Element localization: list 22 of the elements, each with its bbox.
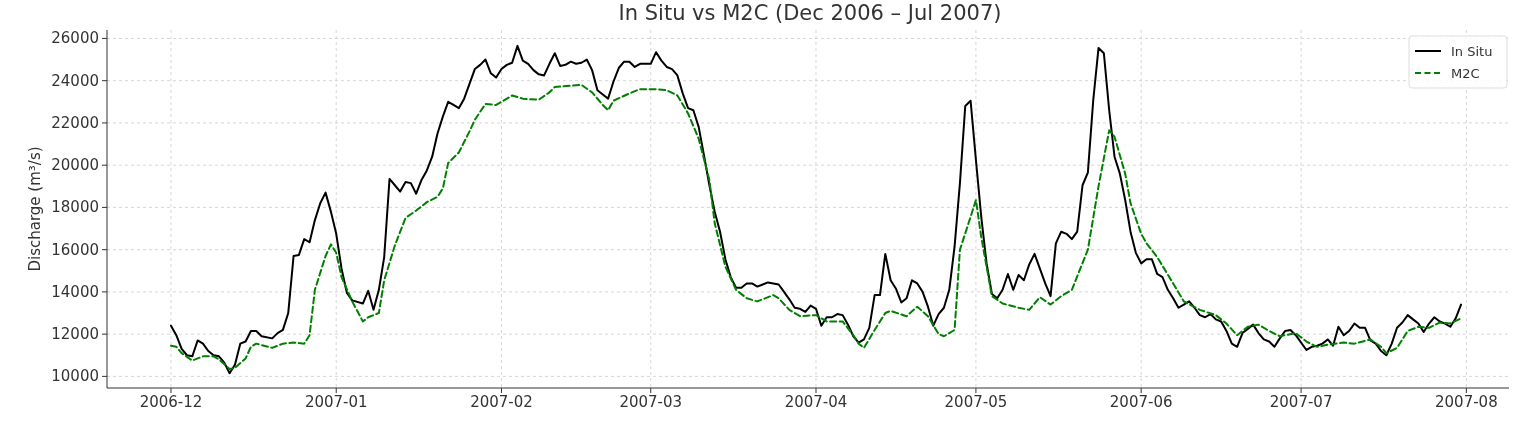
y-tick-label: 10000 xyxy=(51,367,99,386)
legend-label: In Situ xyxy=(1451,44,1493,59)
legend-label: M2C xyxy=(1451,66,1480,81)
y-tick-label: 24000 xyxy=(51,71,99,90)
x-tick-label: 2007-01 xyxy=(304,393,368,411)
y-tick-label: 16000 xyxy=(51,240,99,259)
x-tick-label: 2007-06 xyxy=(1109,393,1173,411)
x-tick-label: 2007-08 xyxy=(1435,393,1498,411)
x-tick-label: 2007-07 xyxy=(1269,393,1333,411)
x-tick-label: 2007-04 xyxy=(784,393,848,411)
x-tick-label: 2006-12 xyxy=(139,393,203,411)
y-tick-label: 18000 xyxy=(51,198,99,217)
x-tick-label: 2007-05 xyxy=(944,393,1008,411)
y-axis-title: Discharge (m³/s) xyxy=(26,146,44,272)
chart-title: In Situ vs M2C (Dec 2006 – Jul 2007) xyxy=(618,1,1002,25)
x-tick-label: 2007-02 xyxy=(470,393,533,411)
y-tick-label: 20000 xyxy=(51,156,99,175)
x-tick-label: 2007-03 xyxy=(619,393,683,411)
y-tick-label: 12000 xyxy=(51,325,99,344)
y-tick-label: 14000 xyxy=(51,282,99,301)
y-tick-label: 22000 xyxy=(51,113,99,132)
y-tick-label: 26000 xyxy=(51,29,99,48)
